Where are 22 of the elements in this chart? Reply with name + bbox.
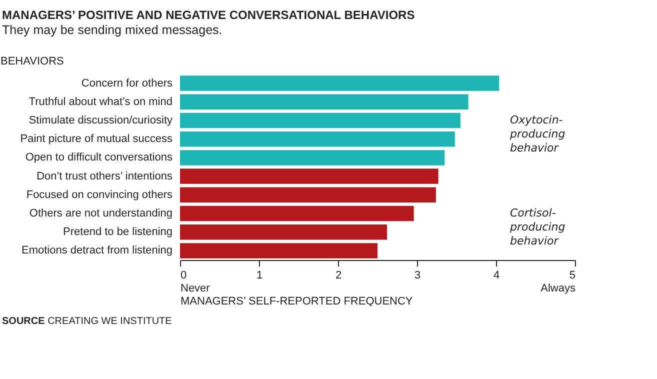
y-axis-title: BEHAVIORS	[0, 56, 64, 68]
y-tick-label: Open to difficult conversations	[25, 152, 173, 164]
x-tick-label: 4	[493, 270, 500, 282]
text: Cortisol-producing behavior	[509, 206, 566, 248]
y-tick-label: Focused on convincing others	[26, 188, 173, 201]
x-tick-label: 2	[335, 270, 342, 282]
chart-title: MANAGERS’ POSITIVE AND NEGATIVE CONVERSATIONAL BEHAVIORS	[2, 8, 416, 22]
y-tick-label: Concern for others	[81, 77, 173, 90]
x-tick-label: 5 Always	[540, 270, 576, 294]
y-tick-label: Others are not understanding	[29, 208, 172, 220]
y-tick-label: Don’t trust others’ intentions	[36, 170, 173, 182]
y-tick-label: Truthful about what’s on mind	[28, 96, 172, 108]
y-tick-label: Emotions detract from listening	[21, 244, 172, 257]
y-tick-label: Pretend to be listening	[63, 226, 172, 238]
x-tick-label: 0 Never	[180, 270, 210, 294]
x-tick-label: 3	[414, 270, 421, 282]
text: Oxytocin-producing behavior	[509, 114, 566, 154]
source-note: SOURCE CREATING WE INSTITUTE	[2, 316, 173, 327]
x-tick-label: 1	[256, 270, 263, 282]
y-tick-label: Stimulate discussion/curiosity	[28, 114, 173, 126]
chart-subtitle: They may be sending mixed messages.	[2, 23, 224, 37]
y-tick-label: Paint picture of mutual success	[20, 133, 173, 146]
